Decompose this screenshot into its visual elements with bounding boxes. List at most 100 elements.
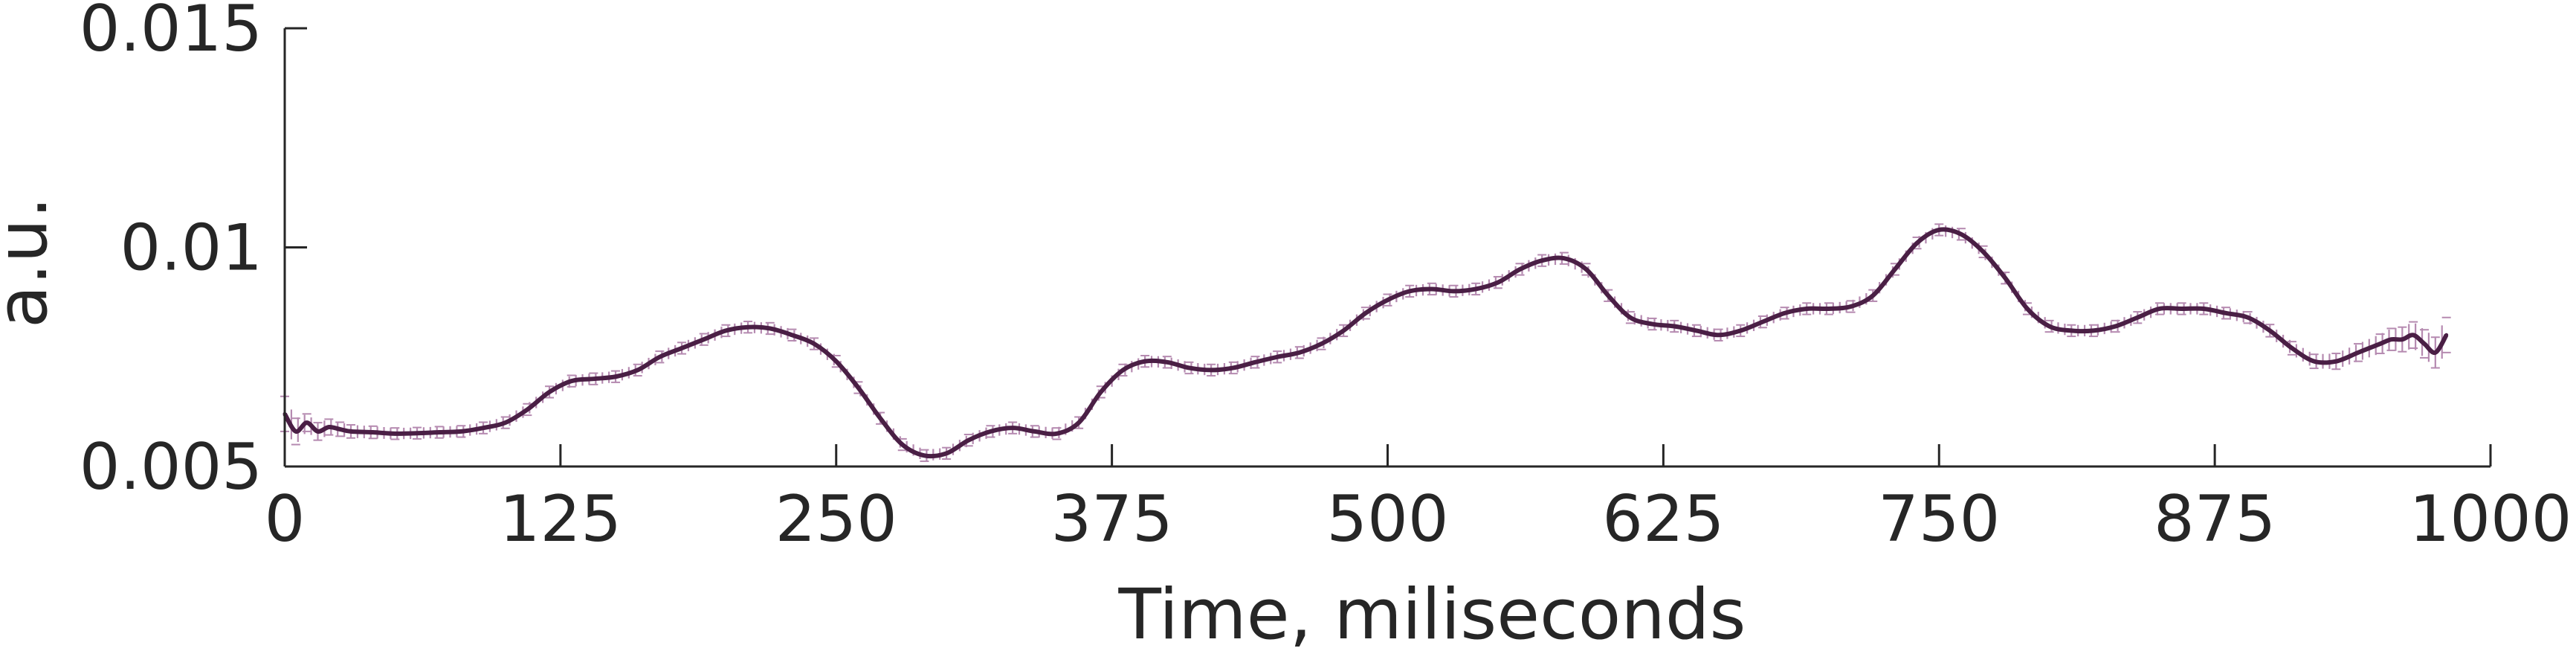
x-tick-label: 0: [265, 482, 306, 557]
data-point: [1540, 258, 1544, 263]
data-point: [613, 374, 618, 379]
data-point: [1870, 293, 1875, 298]
data-point: [1363, 311, 1368, 315]
data-point: [2180, 307, 2184, 311]
data-point: [1783, 311, 1787, 315]
y-tick-label: 0.005: [80, 430, 262, 504]
x-tick-label: 500: [1326, 482, 1448, 557]
data-point: [944, 451, 949, 455]
data-point: [2290, 346, 2294, 350]
data-point: [2411, 333, 2415, 337]
data-point: [1231, 365, 1236, 370]
data-point: [2312, 359, 2317, 364]
data-point: [1253, 360, 1257, 365]
data-point: [1187, 365, 1191, 370]
data-point: [679, 346, 684, 350]
data-point: [1386, 298, 1389, 302]
data-point: [294, 429, 298, 434]
x-axis-label: Time, miliseconds: [1118, 574, 1746, 651]
data-point: [415, 431, 419, 435]
data-point: [1628, 315, 1633, 320]
data-point: [1937, 228, 1941, 232]
data-point: [1760, 320, 1765, 324]
data-point: [459, 429, 463, 434]
data-point: [1518, 267, 1523, 272]
data-point: [1694, 328, 1699, 333]
x-tick-label: 750: [1878, 482, 2000, 557]
data-point: [525, 407, 529, 411]
data-point: [2422, 341, 2427, 346]
data-point: [1297, 350, 1302, 355]
data-point: [1319, 341, 1323, 346]
data-point: [856, 385, 860, 390]
data-point: [1981, 249, 1986, 254]
data-point: [1827, 307, 1831, 311]
data-point: [1033, 429, 1037, 434]
data-point: [1584, 267, 1589, 272]
data-point: [2389, 337, 2393, 341]
data-point: [305, 420, 309, 425]
data-point: [2378, 341, 2383, 346]
data-point: [1738, 328, 1743, 333]
data-point: [636, 368, 640, 372]
data-point: [371, 430, 375, 434]
data-point: [1209, 368, 1213, 372]
data-point: [1407, 289, 1412, 293]
data-point: [591, 376, 595, 381]
data-point: [2135, 315, 2140, 320]
data-point: [2267, 328, 2272, 333]
x-tick-label: 250: [775, 482, 897, 557]
data-point: [1672, 324, 1676, 329]
data-point: [834, 359, 839, 364]
data-point: [1010, 426, 1015, 430]
data-point: [2157, 307, 2162, 311]
data-point: [1562, 256, 1566, 260]
data-point: [2444, 333, 2449, 337]
data-point: [1430, 286, 1434, 291]
data-point: [437, 430, 442, 434]
data-point: [1804, 307, 1809, 311]
data-point: [1054, 432, 1059, 436]
data-point: [1099, 390, 1103, 394]
data-point: [316, 429, 320, 434]
series-line: [283, 227, 2449, 459]
data-point: [1849, 304, 1853, 309]
data-point: [812, 341, 816, 346]
data-point: [349, 429, 353, 434]
data-point: [1165, 360, 1169, 365]
data-point: [2047, 324, 2052, 329]
data-point: [2246, 315, 2250, 320]
data-point: [1959, 232, 1963, 237]
y-axis-label: a.u.: [0, 196, 63, 328]
x-tick-label: 875: [2154, 482, 2276, 557]
data-point: [2356, 350, 2360, 355]
data-point: [503, 420, 508, 425]
x-tick-label: 125: [500, 482, 622, 557]
data-point: [2003, 276, 2007, 280]
data-point: [1076, 420, 1081, 425]
data-point: [1650, 322, 1655, 327]
data-point: [922, 453, 926, 458]
data-point: [2433, 350, 2438, 355]
y-tick-label: 0.01: [120, 211, 262, 286]
data-point: [966, 438, 971, 443]
data-point: [569, 379, 574, 383]
data-point: [481, 426, 485, 430]
data-point: [746, 325, 750, 330]
data-point: [723, 328, 728, 333]
x-tick-label: 1000: [2409, 482, 2572, 557]
data-point: [1893, 267, 1897, 272]
data-point: [2334, 359, 2338, 364]
data-point: [393, 432, 397, 436]
data-point: [1120, 368, 1125, 372]
data-point: [2201, 307, 2206, 311]
axes: [283, 27, 2492, 468]
data-point: [1452, 289, 1456, 293]
data-point: [878, 416, 882, 420]
data-point: [1915, 241, 1920, 246]
data-point: [2069, 328, 2073, 333]
data-point: [988, 429, 992, 434]
data-point: [1473, 286, 1478, 291]
